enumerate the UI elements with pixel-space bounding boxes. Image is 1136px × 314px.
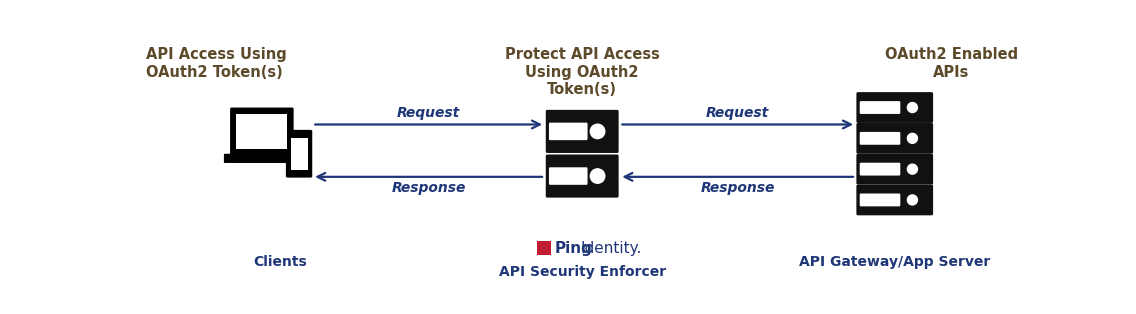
FancyBboxPatch shape (857, 92, 933, 123)
Circle shape (908, 164, 918, 174)
FancyBboxPatch shape (231, 107, 293, 155)
FancyBboxPatch shape (860, 101, 901, 114)
Text: Response: Response (392, 181, 466, 195)
Text: API Gateway/App Server: API Gateway/App Server (799, 255, 991, 269)
Text: Request: Request (707, 106, 769, 120)
FancyBboxPatch shape (857, 123, 933, 154)
FancyBboxPatch shape (857, 154, 933, 185)
FancyBboxPatch shape (549, 167, 587, 185)
Text: Identity.: Identity. (580, 241, 642, 256)
Text: API Security Enforcer: API Security Enforcer (499, 265, 666, 279)
FancyBboxPatch shape (860, 193, 901, 206)
Circle shape (591, 124, 604, 138)
FancyBboxPatch shape (224, 154, 300, 163)
FancyBboxPatch shape (860, 132, 901, 145)
Circle shape (908, 103, 918, 112)
Text: API Access Using
OAuth2 Token(s): API Access Using OAuth2 Token(s) (147, 47, 287, 80)
FancyBboxPatch shape (549, 123, 587, 140)
FancyBboxPatch shape (860, 163, 901, 176)
Text: Ping: Ping (556, 241, 593, 256)
FancyBboxPatch shape (857, 185, 933, 215)
Circle shape (908, 133, 918, 143)
FancyBboxPatch shape (545, 154, 619, 198)
Bar (537, 241, 551, 255)
Bar (291, 138, 308, 170)
Text: Clients: Clients (253, 255, 308, 269)
Circle shape (908, 195, 918, 205)
Circle shape (591, 169, 604, 183)
Text: Protect API Access
Using OAuth2
Token(s): Protect API Access Using OAuth2 Token(s) (504, 47, 660, 97)
Text: OAuth2 Enabled
APIs: OAuth2 Enabled APIs (885, 47, 1018, 80)
Bar (236, 114, 287, 149)
FancyBboxPatch shape (286, 130, 312, 178)
Text: Response: Response (701, 181, 775, 195)
FancyBboxPatch shape (545, 110, 619, 153)
Text: Request: Request (396, 106, 460, 120)
